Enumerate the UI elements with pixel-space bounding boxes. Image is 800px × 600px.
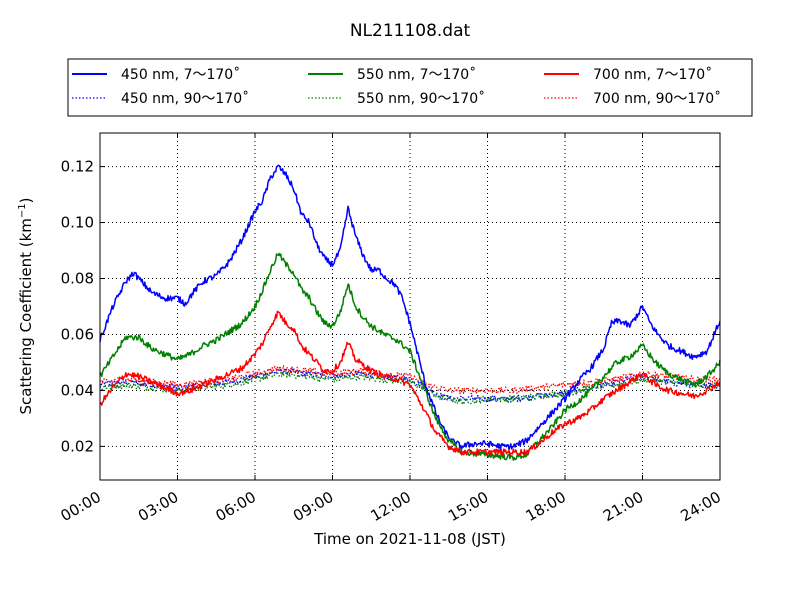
x-tick-label: 12:00 bbox=[368, 488, 414, 525]
legend-label: 700 nm, 90～170˚ bbox=[593, 90, 721, 107]
legend-label: 550 nm, 90～170˚ bbox=[357, 90, 485, 107]
x-tick-label: 06:00 bbox=[213, 488, 259, 525]
x-tick-label: 21:00 bbox=[600, 488, 646, 525]
y-tick-label: 0.08 bbox=[61, 270, 94, 288]
x-tick-label: 24:00 bbox=[678, 488, 724, 525]
legend-box bbox=[67, 58, 753, 117]
series-line-0 bbox=[99, 164, 721, 451]
legend-label: 450 nm, 90～170˚ bbox=[121, 90, 249, 107]
x-tick-label: 18:00 bbox=[523, 488, 569, 525]
y-tick-label: 0.04 bbox=[61, 381, 94, 399]
legend: 450 nm, 7～170˚ 450 nm, 90～170˚ 550 nm, 7～1… bbox=[67, 58, 753, 117]
legend-label: 700 nm, 7～170˚ bbox=[593, 66, 712, 83]
x-tick-labels: 00:00 03:00 06:00 09:00 12:00 15:00 18:00 21:00… bbox=[58, 488, 724, 525]
series-line-5 bbox=[99, 364, 721, 395]
y-tick-label: 0.06 bbox=[61, 325, 94, 343]
legend-label: 550 nm, 7～170˚ bbox=[357, 66, 476, 83]
legend-entries: 450 nm, 7～170˚ 450 nm, 90～170˚ 550 nm, 7～1… bbox=[72, 66, 721, 107]
series-layer bbox=[99, 164, 721, 461]
x-tick-label: 03:00 bbox=[135, 488, 181, 525]
x-axis-label: Time on 2021-11-08 (JST) bbox=[313, 530, 506, 548]
series-line-2 bbox=[99, 252, 721, 461]
y-tick-label: 0.12 bbox=[61, 158, 94, 176]
y-axis-label: Scattering Coefficient (km−1) bbox=[17, 197, 35, 414]
x-tick-label: 09:00 bbox=[290, 488, 336, 525]
chart-title: NL211108.dat bbox=[350, 21, 471, 41]
legend-label: 450 nm, 7～170˚ bbox=[121, 66, 240, 83]
y-axis-label-end: ) bbox=[17, 197, 35, 203]
series-line-4 bbox=[99, 310, 721, 456]
x-tick-label: 00:00 bbox=[58, 488, 104, 525]
y-tick-label: 0.10 bbox=[61, 214, 94, 232]
y-axis-label-main: Scattering Coefficient (km bbox=[17, 218, 35, 414]
axis-ticks bbox=[99, 133, 721, 480]
x-tick-label: 15:00 bbox=[445, 488, 491, 525]
y-tick-labels: 0.02 0.04 0.06 0.08 0.10 0.12 bbox=[61, 158, 94, 456]
y-axis-label-sup: −1 bbox=[17, 203, 28, 218]
y-tick-label: 0.02 bbox=[61, 437, 94, 455]
series-line-3 bbox=[99, 370, 721, 406]
grid-lines bbox=[100, 133, 720, 480]
